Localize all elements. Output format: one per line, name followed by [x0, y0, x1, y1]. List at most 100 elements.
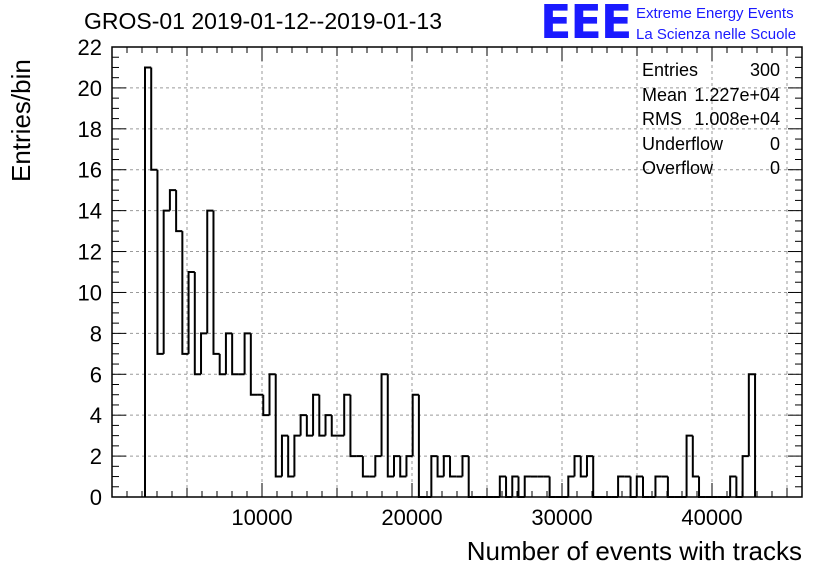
histogram-bin: [405, 455, 413, 477]
histogram-bin: [698, 476, 706, 498]
histogram-bin: [386, 374, 394, 478]
histogram-bin: [430, 455, 438, 497]
y-tick-label: 14: [78, 199, 102, 224]
histogram-bin: [442, 455, 451, 477]
stat-row-underflow: Underflow 0: [640, 132, 780, 157]
histogram-bin: [187, 271, 195, 354]
eee-logo-mark: EEE: [540, 0, 632, 49]
y-tick-label: 0: [90, 485, 102, 510]
histogram-bin: [498, 475, 507, 497]
histogram-bin: [548, 476, 556, 498]
stat-row-entries: Entries 300: [640, 58, 780, 83]
stat-label: Overflow: [642, 158, 714, 178]
stats-box: Entries 300 Mean 1.227e+04 RMS 1.008e+04…: [640, 58, 780, 181]
histogram-bin: [287, 435, 295, 478]
histogram-bin: [523, 475, 531, 497]
histogram-bin: [417, 394, 426, 498]
histogram-bin: [299, 414, 307, 436]
y-tick-label: 2: [90, 444, 102, 469]
histogram-bin: [312, 393, 320, 436]
stat-value: 1.227e+04: [694, 84, 780, 105]
histogram-bin: [162, 209, 170, 354]
histogram-bin: [156, 169, 164, 355]
histogram-bin: [212, 210, 220, 355]
stat-row-overflow: Overflow 0: [640, 156, 780, 181]
histogram-bin: [393, 455, 401, 477]
stat-value: 300: [749, 60, 780, 80]
stat-value: 0: [769, 133, 780, 154]
histogram-bin: [685, 434, 693, 497]
stat-label: Underflow: [642, 133, 724, 154]
histogram-bin: [467, 456, 475, 498]
y-tick-label: 4: [90, 403, 102, 428]
histogram-bin: [243, 332, 251, 375]
histogram-bin: [349, 394, 357, 458]
histogram-bin: [249, 333, 258, 396]
histogram-bin: [361, 456, 370, 478]
histogram-bin: [579, 456, 587, 478]
histogram-bin: [168, 189, 177, 211]
histogram-bin: [691, 435, 700, 478]
histogram-bin: [617, 475, 625, 497]
histogram-bin: [654, 475, 662, 497]
histogram-bin: [741, 455, 749, 497]
stat-value: 1.008e+04: [694, 109, 780, 129]
stat-value: 0: [769, 158, 780, 178]
histogram-bin: [399, 456, 407, 478]
x-tick-label: 20000: [381, 505, 442, 530]
histogram-bin: [666, 476, 675, 498]
y-tick-label: 18: [78, 117, 102, 142]
histogram-bin: [231, 333, 239, 376]
logo-subtitle-2: La Scienza nelle Scuole: [636, 26, 797, 43]
histogram-bin: [218, 353, 226, 376]
histogram-bin: [511, 475, 519, 497]
histogram-bin: [642, 476, 650, 498]
histogram-bin: [181, 231, 189, 355]
histogram-bin: [324, 414, 332, 436]
histogram-bin: [318, 394, 326, 437]
histogram-bin: [200, 332, 208, 375]
histogram-bin: [144, 66, 152, 497]
logo-subtitle-1: Extreme Energy Events: [636, 5, 794, 22]
histogram-bin: [305, 415, 314, 437]
histogram-bin: [268, 373, 276, 416]
stat-label: RMS: [642, 109, 682, 129]
histogram-bin: [449, 456, 457, 478]
histogram-bin: [343, 393, 351, 436]
stat-row-mean: Mean 1.227e+04: [640, 83, 780, 108]
histogram-bin: [573, 455, 581, 477]
histogram-bin: [224, 332, 233, 375]
histogram-bin: [262, 394, 270, 417]
histogram-bin: [150, 67, 158, 171]
histogram-bin: [729, 475, 737, 497]
x-tick-label: 40000: [681, 505, 742, 530]
histogram-bin: [374, 455, 382, 477]
histogram-bin: [411, 393, 419, 457]
chart-title: GROS-01 2019-01-12--2019-01-13: [84, 8, 442, 34]
stat-label: Entries: [642, 60, 699, 80]
y-tick-label: 20: [78, 76, 102, 101]
y-tick-label: 22: [78, 35, 102, 60]
histogram-bin: [380, 373, 388, 457]
histogram-bin: [274, 374, 282, 478]
y-tick-label: 8: [90, 321, 102, 346]
y-tick-label: 12: [78, 240, 102, 265]
histogram-bin: [293, 434, 301, 477]
y-axis-label: Entries/bin: [6, 59, 36, 182]
histogram-bin: [206, 209, 214, 334]
x-tick-label: 10000: [231, 505, 292, 530]
histogram-bin: [175, 190, 183, 233]
histogram-bin: [193, 272, 202, 376]
histogram-bin: [436, 456, 444, 478]
histogram-bin: [461, 455, 469, 477]
stat-row-rms: RMS 1.008e+04: [640, 107, 780, 132]
stat-label: Mean: [642, 84, 688, 105]
histogram-bin: [330, 415, 338, 437]
histogram-bin: [585, 455, 594, 477]
y-tick-label: 16: [78, 158, 102, 183]
x-tick-label: 30000: [531, 505, 592, 530]
x-axis-label: Number of events with tracks: [466, 536, 802, 566]
histogram-bin: [747, 373, 757, 497]
